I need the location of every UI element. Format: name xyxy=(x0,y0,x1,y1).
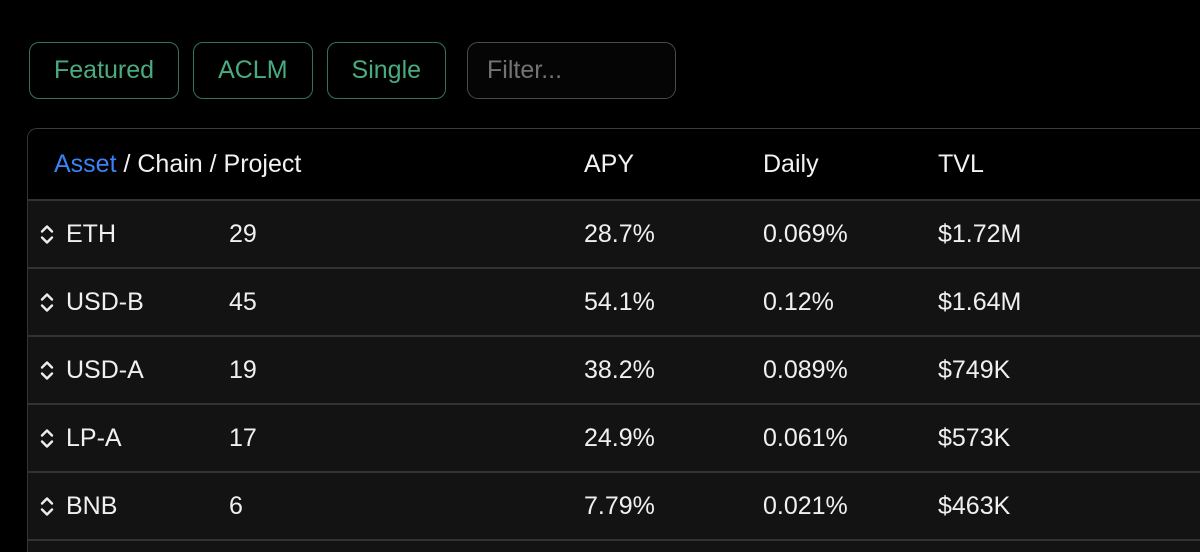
apy-value: 7.79% xyxy=(584,491,655,520)
asset-name: USD-A xyxy=(66,355,144,384)
table-row[interactable]: USD-B 45 54.1% 0.12% $1.64M xyxy=(28,267,1200,335)
apy-value: 28.7% xyxy=(584,219,655,248)
pools-table: Asset / Chain / Project APY Daily TVL ET… xyxy=(27,128,1200,552)
column-header-tvl[interactable]: TVL xyxy=(938,149,984,178)
apy-value: 38.2% xyxy=(584,355,655,384)
featured-filter-button[interactable]: Featured xyxy=(29,42,180,99)
pool-count: 17 xyxy=(229,423,257,452)
column-header-apy[interactable]: APY xyxy=(584,149,635,178)
pool-count: 19 xyxy=(229,355,257,384)
table-row[interactable]: LP-A 17 24.9% 0.061% $573K xyxy=(28,403,1200,471)
tvl-value: $463K xyxy=(938,491,1011,520)
apy-value: 54.1% xyxy=(584,287,655,316)
filter-input[interactable] xyxy=(467,42,677,99)
apy-value: 24.9% xyxy=(584,423,655,452)
aclm-filter-button[interactable]: ACLM xyxy=(193,42,313,99)
table-row-partial xyxy=(28,539,1200,552)
asset-name: ETH xyxy=(66,219,116,248)
single-filter-button[interactable]: Single xyxy=(326,42,447,99)
tvl-value: $749K xyxy=(938,355,1011,384)
sort-by-asset-link[interactable]: Asset xyxy=(54,149,117,178)
tvl-value: $1.72M xyxy=(938,219,1022,248)
column-header-asset-chain-project: Asset / Chain / Project xyxy=(28,150,584,179)
pool-count: 6 xyxy=(229,491,243,520)
daily-value: 0.061% xyxy=(763,423,848,452)
tvl-value: $1.64M xyxy=(938,287,1022,316)
table-header-row: Asset / Chain / Project APY Daily TVL xyxy=(28,129,1200,199)
asset-name: LP-A xyxy=(66,423,122,452)
sort-updown-icon[interactable] xyxy=(39,291,55,314)
pool-count: 29 xyxy=(229,219,257,248)
daily-value: 0.021% xyxy=(763,491,848,520)
column-header-daily[interactable]: Daily xyxy=(763,149,819,178)
daily-value: 0.069% xyxy=(763,219,848,248)
filter-toolbar: Featured ACLM Single xyxy=(29,42,677,99)
chain-project-header-label: / Chain / Project xyxy=(116,149,302,178)
asset-name: BNB xyxy=(66,491,118,520)
table-row[interactable]: BNB 6 7.79% 0.021% $463K xyxy=(28,471,1200,539)
tvl-value: $573K xyxy=(938,423,1011,452)
daily-value: 0.089% xyxy=(763,355,848,384)
pool-count: 45 xyxy=(229,287,257,316)
sort-updown-icon[interactable] xyxy=(39,223,55,246)
sort-updown-icon[interactable] xyxy=(39,495,55,518)
table-row[interactable]: USD-A 19 38.2% 0.089% $749K xyxy=(28,335,1200,403)
sort-updown-icon[interactable] xyxy=(39,427,55,450)
daily-value: 0.12% xyxy=(763,287,834,316)
sort-updown-icon[interactable] xyxy=(39,359,55,382)
asset-name: USD-B xyxy=(66,287,144,316)
table-row[interactable]: ETH 29 28.7% 0.069% $1.72M xyxy=(28,199,1200,267)
